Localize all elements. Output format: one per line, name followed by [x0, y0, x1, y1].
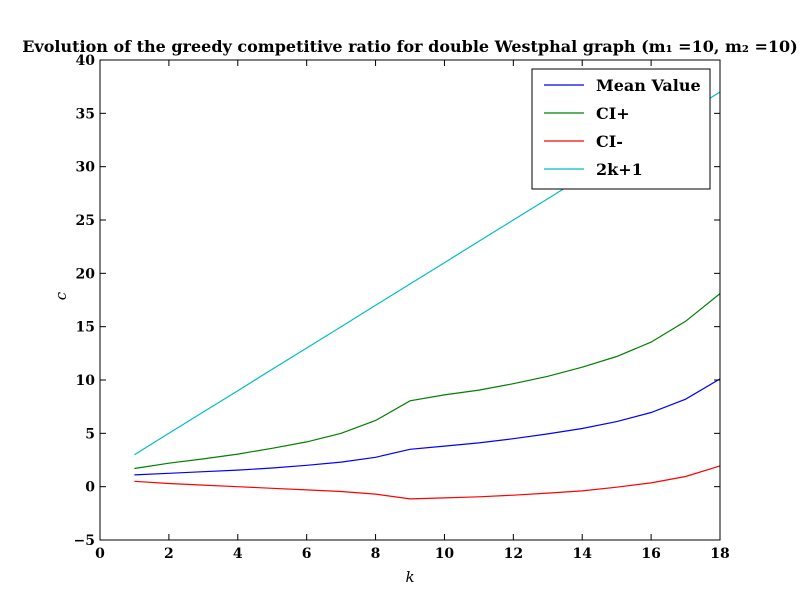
- y-tick-label: 30: [76, 160, 96, 176]
- y-tick-label: 25: [76, 213, 95, 229]
- legend-label-0: Mean Value: [596, 76, 701, 95]
- y-tick-label: 15: [76, 320, 95, 336]
- y-axis-label: c: [52, 291, 70, 300]
- y-tick-label: 40: [76, 53, 96, 69]
- x-tick-label: 18: [710, 546, 729, 562]
- y-tick-label: −5: [74, 533, 95, 549]
- x-tick-label: 8: [371, 546, 381, 562]
- chart-title: Evolution of the greedy competitive rati…: [22, 37, 798, 56]
- x-axis-label: k: [405, 568, 414, 586]
- series-line-1: [134, 293, 721, 470]
- legend-label-2: CI-: [596, 132, 623, 151]
- y-tick-label: 0: [85, 480, 95, 496]
- x-tick-label: 0: [95, 546, 105, 562]
- x-tick-label: 12: [504, 546, 523, 562]
- y-tick-label: 20: [76, 266, 96, 282]
- x-tick-label: 6: [302, 546, 312, 562]
- x-axis: 0 2 4 6 8 10 12 14 16 18: [95, 60, 730, 562]
- y-axis: −5 0 5 10 15 20 25 30 35 40: [74, 53, 720, 549]
- x-tick-label: 10: [435, 546, 455, 562]
- y-tick-label: 10: [76, 373, 96, 389]
- series-line-2: [134, 465, 721, 500]
- legend-label-3: 2k+1: [596, 160, 643, 179]
- y-tick-label: 35: [76, 106, 95, 122]
- y-tick-label: 5: [85, 426, 95, 442]
- x-tick-label: 4: [233, 546, 243, 562]
- x-tick-label: 2: [164, 546, 174, 562]
- legend-label-1: CI+: [596, 104, 630, 123]
- plot-frame: [99, 59, 721, 541]
- x-tick-label: 16: [641, 546, 660, 562]
- legend: Mean Value CI+ CI- 2k+1: [531, 68, 711, 190]
- x-tick-label: 14: [572, 546, 592, 562]
- series-line-0: [134, 378, 721, 476]
